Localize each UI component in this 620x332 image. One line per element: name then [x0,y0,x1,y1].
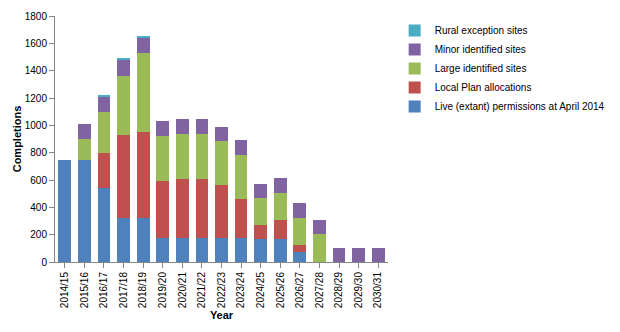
svg-text:1000: 1000 [25,120,48,131]
svg-text:2027/28: 2027/28 [314,272,325,309]
svg-text:Live (extant) permissions at A: Live (extant) permissions at April 2014 [435,101,605,112]
svg-text:Minor identified sites: Minor identified sites [435,44,526,55]
svg-text:2022/23: 2022/23 [216,272,227,309]
svg-text:Completions: Completions [11,106,23,173]
svg-text:400: 400 [30,202,47,213]
svg-text:2029/30: 2029/30 [353,272,364,309]
svg-text:2016/17: 2016/17 [98,272,109,309]
svg-text:600: 600 [30,175,47,186]
svg-text:2025/26: 2025/26 [275,272,286,309]
svg-text:2014/15: 2014/15 [59,272,70,309]
svg-text:2019/20: 2019/20 [157,272,168,309]
svg-text:2026/27: 2026/27 [294,272,305,309]
svg-text:Local Plan allocations: Local Plan allocations [435,82,532,93]
svg-text:1800: 1800 [25,11,48,22]
svg-text:200: 200 [30,229,47,240]
svg-text:2017/18: 2017/18 [118,272,129,309]
svg-text:2030/31: 2030/31 [372,272,383,309]
svg-text:0: 0 [41,257,47,268]
svg-text:2028/29: 2028/29 [333,272,344,309]
svg-text:2015/16: 2015/16 [79,272,90,309]
svg-text:2023/24: 2023/24 [235,272,246,309]
svg-text:Year: Year [210,309,234,321]
svg-text:2024/25: 2024/25 [255,272,266,309]
svg-text:Rural exception sites: Rural exception sites [435,25,528,36]
svg-text:1400: 1400 [25,65,48,76]
svg-text:800: 800 [30,147,47,158]
svg-text:2020/21: 2020/21 [177,272,188,309]
svg-text:2018/19: 2018/19 [137,272,148,309]
svg-text:Large identified sites: Large identified sites [435,63,527,74]
svg-text:1600: 1600 [25,38,48,49]
svg-text:2021/22: 2021/22 [196,272,207,309]
svg-text:1200: 1200 [25,93,48,104]
